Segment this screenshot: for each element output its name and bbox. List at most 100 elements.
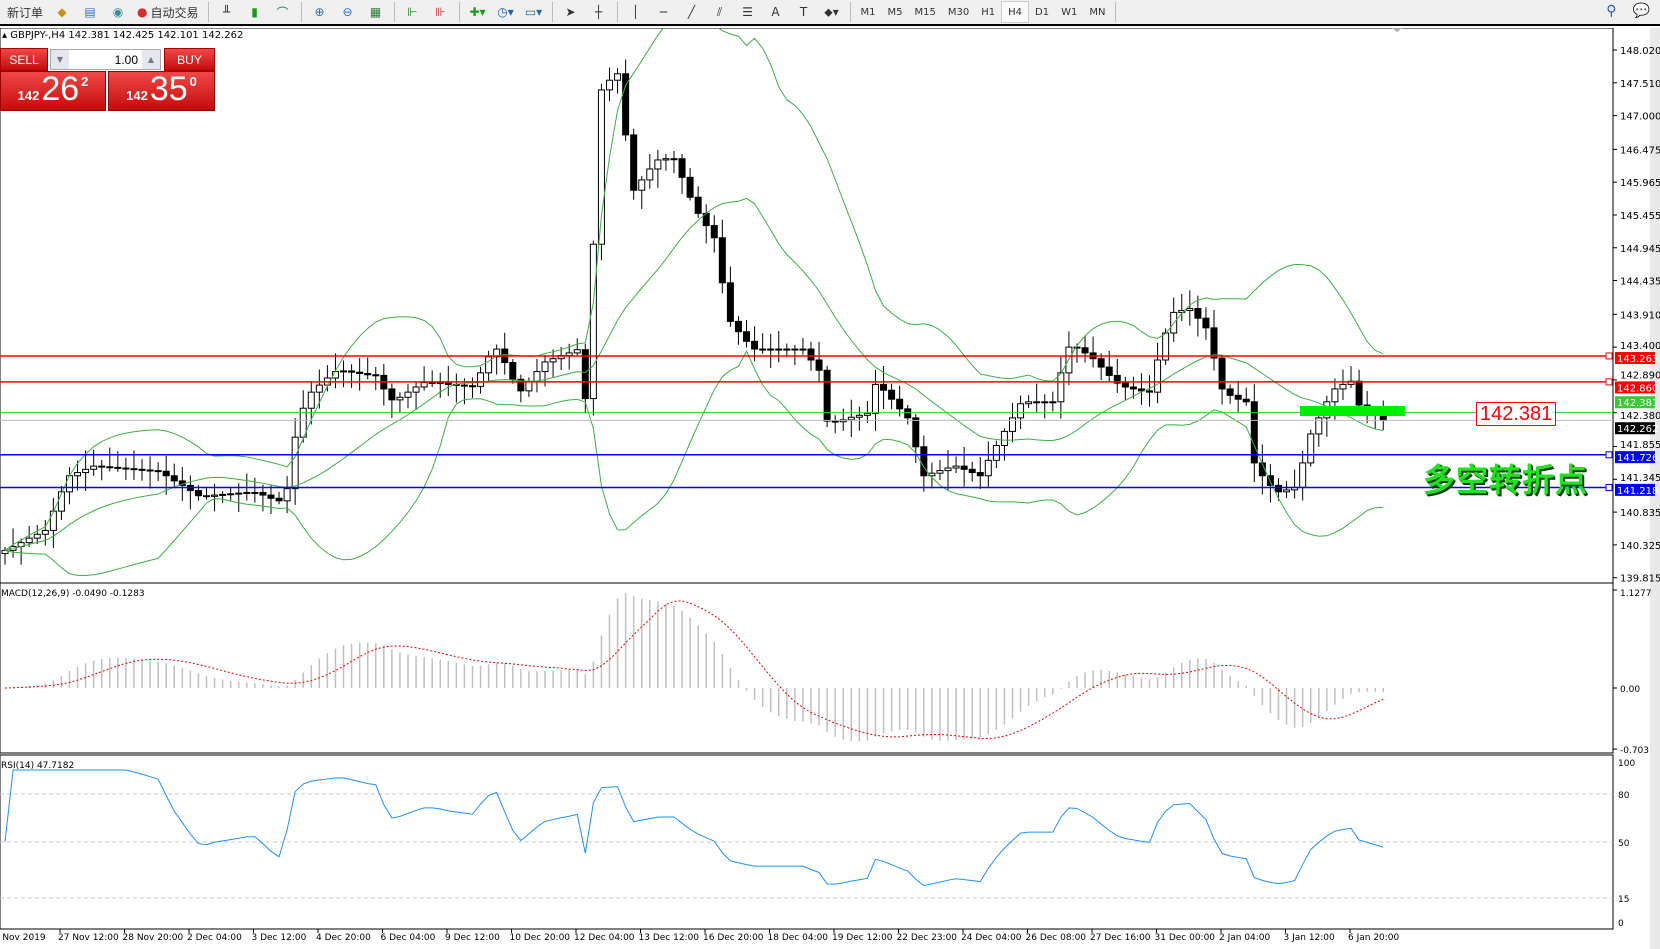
turning-point-annotation[interactable]: 多空转折点	[1423, 461, 1589, 499]
price-annotation-box[interactable]: 142.381	[1476, 402, 1557, 426]
candle-body	[1210, 327, 1218, 359]
equidistant-channel-icon[interactable]: ⫽	[716, 4, 723, 19]
candle-body	[1081, 347, 1089, 354]
auto-scroll-icon[interactable]: ⊩	[407, 5, 418, 19]
trendline-icon[interactable]: ╱	[687, 5, 696, 19]
candle-body	[420, 382, 428, 388]
fibonacci-icon[interactable]: ☰	[742, 5, 753, 19]
price-tag-label: 143.263	[1617, 354, 1658, 365]
x-tick-label: 12 Dec 04:00	[574, 933, 635, 943]
zoom-out-icon[interactable]: ⊖	[342, 5, 353, 19]
candle-body	[815, 359, 823, 371]
timeframe-w1[interactable]: W1	[1061, 6, 1078, 18]
lot-input[interactable]	[69, 52, 142, 67]
candle-body	[960, 465, 968, 470]
candle-body	[606, 79, 613, 91]
candle-body	[597, 89, 605, 245]
y-tick-label: 145.455	[1620, 211, 1660, 222]
timeframe-d1[interactable]: D1	[1035, 6, 1050, 18]
horizontal-line-icon[interactable]: ─	[659, 5, 668, 19]
candle-body	[944, 467, 952, 472]
line-handle[interactable]	[1605, 378, 1613, 386]
arrows-icon[interactable]: ⬥▾	[824, 4, 839, 19]
chat-icon[interactable]: 💬	[1632, 3, 1650, 19]
chart-shift-marker[interactable]	[1392, 28, 1402, 32]
toolbar-right: ⚲ 💬	[1606, 3, 1650, 19]
line-handle[interactable]	[1605, 352, 1613, 360]
candle-body	[340, 370, 348, 373]
line-chart-icon[interactable]: ⌒	[276, 5, 289, 20]
candle-body	[1299, 462, 1307, 488]
vertical-line-icon[interactable]: │	[631, 5, 640, 19]
line-handle[interactable]	[1605, 451, 1613, 459]
candle-body	[976, 472, 984, 477]
candle-body	[1307, 433, 1315, 464]
candle-body	[863, 412, 871, 416]
lot-decrease-button[interactable]: ▼	[51, 50, 69, 69]
search-icon[interactable]: ⚲	[1606, 3, 1617, 19]
price-tag	[1615, 483, 1655, 496]
lot-stepper[interactable]: ▼ ▲	[50, 49, 161, 70]
candle-body	[565, 352, 573, 356]
text-label-icon[interactable]: T	[799, 5, 808, 19]
timeframe-m30[interactable]: M30	[947, 6, 970, 18]
y-tick-label: 140.835	[1620, 508, 1660, 519]
candle-body	[396, 396, 404, 401]
timeframe-h1[interactable]: H1	[981, 6, 996, 18]
timeframe-h4[interactable]: H4	[1001, 1, 1030, 23]
signals-icon[interactable]: ◉	[112, 5, 124, 19]
candle-body	[936, 470, 944, 474]
candle-body	[1178, 309, 1186, 313]
candlestick-chart-icon[interactable]: ▮	[251, 5, 258, 19]
timeframe-m5[interactable]: M5	[887, 6, 903, 18]
candle-body	[1250, 401, 1258, 464]
candle-body	[710, 225, 718, 239]
candle-body	[541, 361, 549, 373]
navigator-icon[interactable]: ▤	[84, 5, 96, 19]
crosshair-icon[interactable]: ┼	[594, 5, 603, 19]
buy-price-button[interactable]: 142 35 0	[108, 71, 215, 111]
highlight-box[interactable]	[1300, 406, 1405, 416]
line-handle[interactable]	[1605, 483, 1613, 491]
chart-area[interactable]: 148.020 147.510 147.000 146.475 145.965 145.4…	[0, 28, 1660, 949]
timeframe-mn[interactable]: MN	[1089, 6, 1106, 18]
indicators-icon[interactable]: ✚▾	[469, 5, 486, 19]
candle-body	[1057, 372, 1065, 403]
buy-button[interactable]: BUY	[164, 48, 215, 71]
chart-shift-icon[interactable]: ⊪	[435, 5, 446, 19]
tile-windows-icon[interactable]: ▦	[369, 5, 382, 19]
sell-price-button[interactable]: 142 26 2	[0, 71, 106, 111]
candle-body	[896, 398, 904, 410]
x-tick-label: 16 Dec 20:00	[703, 933, 764, 943]
candle-body	[485, 356, 493, 374]
macd-panel-frame	[0, 582, 1614, 754]
zoom-in-icon[interactable]: ⊕	[314, 5, 325, 19]
lot-increase-button[interactable]: ▲	[142, 50, 160, 69]
candle-body	[549, 358, 557, 363]
timeframe-m15[interactable]: M15	[914, 6, 936, 18]
candle-body	[364, 372, 372, 376]
sell-button[interactable]: SELL	[0, 48, 48, 71]
candle-body	[1073, 346, 1081, 349]
y-tick-label: 145.965	[1620, 178, 1660, 189]
auto-trading-button[interactable]: ● 自动交易	[134, 1, 202, 23]
x-tick-label: 2 Dec 04:00	[187, 933, 242, 943]
text-icon[interactable]: A	[771, 5, 780, 19]
templates-icon[interactable]: ▭▾	[524, 5, 543, 19]
timeframe-m1[interactable]: M1	[860, 6, 876, 18]
candle-body	[275, 497, 283, 502]
candle-body	[267, 494, 275, 499]
candle-body	[356, 371, 364, 374]
y-tick-label: 147.510	[1620, 79, 1660, 90]
candle-body	[670, 158, 678, 161]
market-watch-icon[interactable]: ◆	[57, 5, 67, 19]
candle-body	[74, 472, 82, 477]
new-order-button[interactable]: 新订单	[7, 5, 44, 20]
candle-body	[460, 384, 468, 387]
periods-clock-icon[interactable]: ◷▾	[497, 5, 514, 19]
candle-body	[622, 73, 630, 136]
macd-y-label: 0.00	[1620, 685, 1640, 695]
divider	[207, 2, 209, 22]
cursor-icon[interactable]: ➤	[565, 5, 576, 19]
bar-chart-icon[interactable]: ╨	[222, 5, 231, 19]
